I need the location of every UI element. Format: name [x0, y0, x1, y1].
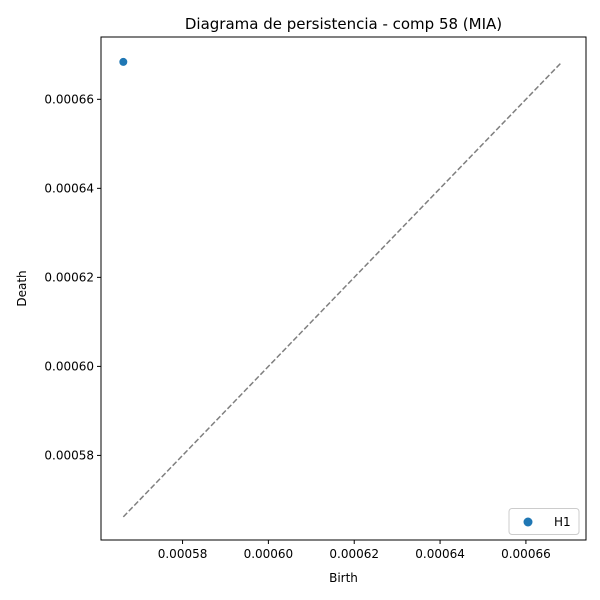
- axes-frame: [100, 36, 587, 541]
- x-tick-label: 0.00066: [501, 547, 551, 561]
- plot-area: [119, 57, 563, 518]
- data-point-h1: [119, 57, 128, 66]
- x-axis-label: Birth: [329, 571, 358, 585]
- y-tick-label: 0.00058: [44, 448, 94, 462]
- x-tick-label: 0.00062: [329, 547, 379, 561]
- x-axis-ticks: 0.00058 0.00060 0.00062 0.00064 0.00066: [158, 540, 551, 561]
- legend-label-h1: H1: [554, 515, 571, 529]
- legend-box: [508, 508, 580, 535]
- chart-title: Diagrama de persistencia - comp 58 (MIA): [185, 15, 502, 33]
- legend-marker-h1: [523, 517, 533, 527]
- y-tick-label: 0.00064: [44, 181, 94, 195]
- y-tick-label: 0.00062: [44, 270, 94, 284]
- x-tick-label: 0.00064: [415, 547, 465, 561]
- y-tick-label: 0.00060: [44, 359, 94, 373]
- legend: H1: [508, 508, 580, 535]
- x-tick-label: 0.00060: [244, 547, 294, 561]
- y-axis-ticks: 0.00058 0.00060 0.00062 0.00064 0.00066: [44, 92, 101, 462]
- diagonal-line: [122, 61, 563, 518]
- y-tick-label: 0.00066: [44, 92, 94, 106]
- y-axis-label: Death: [15, 270, 29, 306]
- x-tick-label: 0.00058: [158, 547, 208, 561]
